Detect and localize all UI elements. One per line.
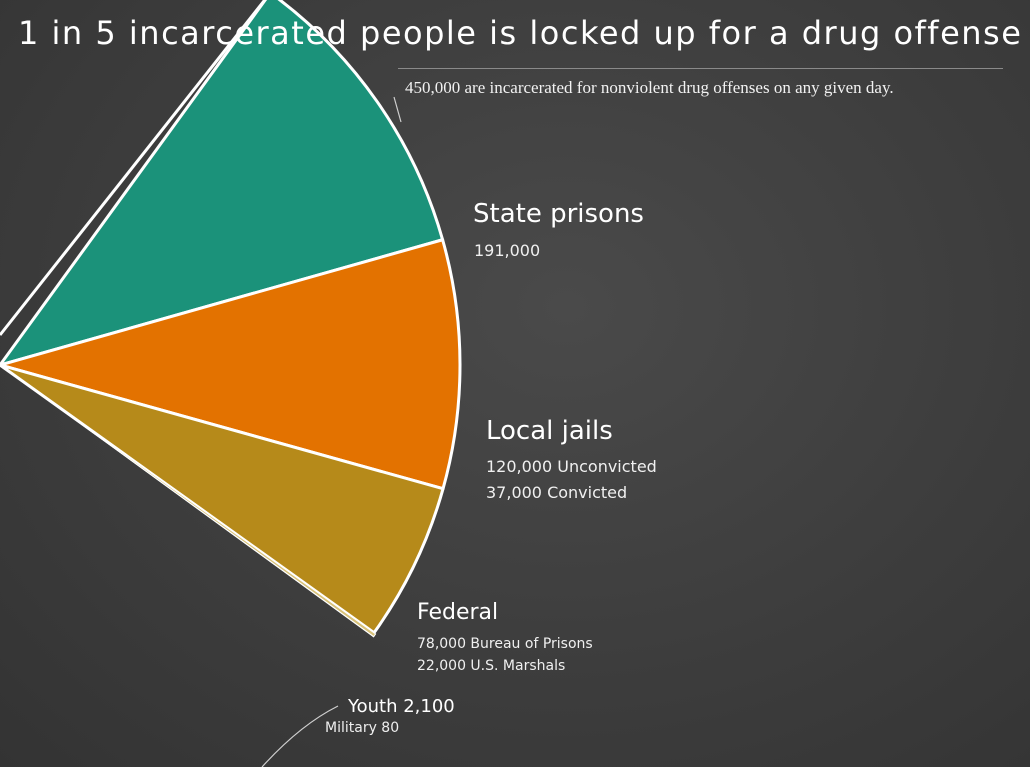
value-federal-bop: 78,000 Bureau of Prisons: [417, 636, 593, 652]
slice-federal: [0, 363, 445, 635]
label-local-jails: Local jails: [486, 416, 613, 446]
military-leader-line: [261, 705, 339, 767]
value-federal-marshals: 22,000 U.S. Marshals: [417, 658, 566, 674]
slice-state-prisons: [0, 0, 445, 367]
chart-title: 1 in 5 incarcerated people is locked up …: [18, 14, 1023, 52]
label-federal: Federal: [417, 600, 499, 625]
value-local-jails-unconvicted: 120,000 Unconvicted: [486, 457, 657, 476]
title-divider: [398, 68, 1003, 69]
value-state-prisons: 191,000: [474, 241, 541, 260]
pie-outer-edge: [0, 0, 267, 336]
state-leader-line: [393, 96, 402, 123]
label-military: Military 80: [325, 720, 400, 736]
slice-military: [0, 364, 375, 638]
label-youth: Youth 2,100: [348, 696, 455, 717]
chart-subtitle: 450,000 are incarcerated for nonviolent …: [405, 78, 894, 97]
label-state-prisons: State prisons: [473, 199, 644, 229]
value-local-jails-convicted: 37,000 Convicted: [486, 483, 628, 502]
slice-local-jails: [0, 238, 462, 491]
